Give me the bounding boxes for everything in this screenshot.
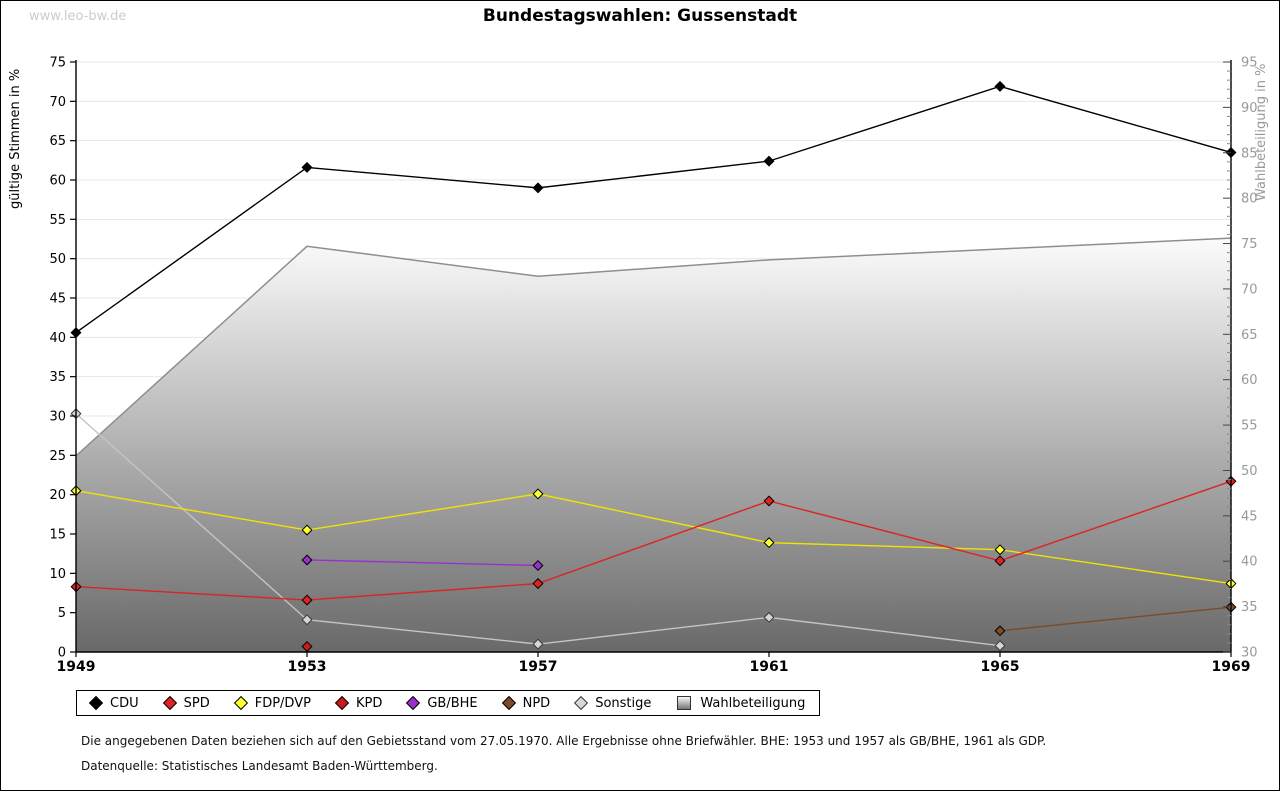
x-tick-label-1969: 1969 — [1212, 659, 1251, 675]
left-tick-label-30: 30 — [49, 410, 66, 425]
point-fdp-dvp-1961 — [763, 537, 775, 549]
point-cdu-1953 — [301, 161, 313, 173]
chart-legend: CDU SPD FDP/DVP KPD GB/BHE NPD Sonstige Wahlbet… — [76, 690, 821, 716]
left-tick-label-5: 5 — [58, 606, 66, 621]
wahlbeteiligung-swatch-icon — [677, 696, 692, 710]
npd-diamond-icon — [501, 695, 516, 711]
left-axis-title: gültige Stimmen in % — [8, 69, 23, 209]
legend-item-fdp-dvp: FDP/DVP — [233, 695, 311, 711]
gb-bhe-diamond-icon — [406, 695, 421, 711]
legend-label-wahlbeteiligung: Wahlbeteiligung — [700, 695, 806, 711]
point-cdu-1961 — [763, 155, 775, 167]
kpd-diamond-icon — [334, 695, 350, 711]
fdp-dvp-diamond-icon — [233, 695, 248, 711]
area-edge-wahlbeteiligung — [75, 237, 1232, 457]
spd-diamond-icon — [162, 695, 177, 711]
line-fdp-dvp — [75, 490, 1232, 585]
left-tick-label-75: 75 — [49, 56, 66, 71]
left-tick-label-10: 10 — [49, 567, 66, 582]
left-tick-label-70: 70 — [49, 95, 66, 110]
point-fdp-dvp-1965 — [994, 544, 1006, 556]
right-tick-label-85: 85 — [1241, 146, 1258, 161]
point-sonstige-1965 — [994, 640, 1006, 652]
legend-item-wahlbeteiligung: Wahlbeteiligung — [677, 696, 805, 711]
left-tick-label-25: 25 — [49, 449, 66, 464]
point-fdp-dvp-1953 — [301, 524, 313, 536]
right-tick-label-90: 90 — [1241, 101, 1258, 116]
left-tick-label-15: 15 — [49, 528, 66, 543]
page-title: Bundestagswahlen: Gussenstadt — [482, 6, 798, 26]
left-tick-label-35: 35 — [49, 370, 66, 385]
point-npd-1965 — [994, 625, 1006, 637]
x-tick-label-1961: 1961 — [750, 659, 789, 675]
right-tick-label-30: 30 — [1241, 646, 1258, 661]
point-cdu-1957 — [532, 182, 544, 194]
x-tick-label-1957: 1957 — [519, 659, 558, 675]
legend-label-npd: NPD — [522, 695, 551, 711]
legend-label-gb-bhe: GB/BHE — [427, 695, 478, 711]
legend-item-cdu: CDU — [88, 695, 139, 711]
left-tick-label-65: 65 — [49, 134, 66, 149]
cdu-diamond-icon — [88, 695, 104, 711]
right-tick-label-65: 65 — [1241, 328, 1258, 343]
point-gb-bhe-1957 — [532, 559, 544, 571]
right-tick-label-45: 45 — [1241, 509, 1258, 524]
right-tick-label-75: 75 — [1241, 237, 1258, 252]
left-tick-label-40: 40 — [49, 331, 66, 346]
x-tick-label-1965: 1965 — [981, 659, 1020, 675]
right-tick-label-70: 70 — [1241, 282, 1258, 297]
legend-item-kpd: KPD — [334, 695, 383, 711]
election-chart-svg: 0 5 10 15 20 25 30 35 40 45 50 55 60 65 70 75 30 35 40 45 50… — [8, 56, 1269, 676]
line-npd — [999, 606, 1232, 632]
point-sonstige-1961 — [763, 611, 775, 623]
right-axis-title: Wahlbeteiligung in % — [1254, 64, 1269, 201]
left-tick-label-55: 55 — [49, 213, 66, 228]
left-tick-label-60: 60 — [49, 174, 66, 189]
line-gb-bhe — [306, 559, 539, 567]
left-tick-label-50: 50 — [49, 252, 66, 267]
point-cdu-1965 — [994, 80, 1006, 92]
right-tick-label-60: 60 — [1241, 373, 1258, 388]
point-spd-1953 — [301, 594, 313, 606]
point-fdp-dvp-1957 — [532, 488, 544, 500]
point-spd-1961 — [763, 495, 775, 507]
point-gb-bhe-1953 — [301, 554, 313, 566]
legend-label-kpd: KPD — [355, 695, 383, 711]
sonstige-diamond-icon — [574, 695, 589, 711]
left-tick-label-0: 0 — [58, 646, 66, 661]
legend-label-sonstige: Sonstige — [595, 695, 652, 711]
footnote-datenquelle: Datenquelle: Statistisches Landesamt Bad… — [81, 759, 438, 773]
legend-item-spd: SPD — [162, 695, 210, 711]
area-wahlbeteiligung — [76, 238, 1231, 653]
x-tick-label-1953: 1953 — [288, 659, 327, 675]
right-tick-label-95: 95 — [1241, 56, 1258, 71]
legend-item-sonstige: Sonstige — [574, 695, 652, 711]
point-sonstige-1953 — [301, 614, 313, 626]
right-tick-label-50: 50 — [1241, 464, 1258, 479]
legend-label-fdp-dvp: FDP/DVP — [254, 695, 311, 711]
footnote-gebietsstand: Die angegebenen Daten beziehen sich auf … — [81, 734, 1047, 748]
legend-label-spd: SPD — [183, 695, 210, 711]
right-tick-label-40: 40 — [1241, 555, 1258, 570]
line-spd — [75, 480, 1232, 601]
legend-item-gb-bhe: GB/BHE — [406, 695, 478, 711]
point-sonstige-1957 — [532, 638, 544, 650]
site-watermark: www.leo-bw.de — [29, 9, 127, 24]
legend-label-cdu: CDU — [110, 695, 139, 711]
right-tick-label-55: 55 — [1241, 419, 1258, 434]
legend-item-npd: NPD — [501, 695, 551, 711]
x-tick-label-1949: 1949 — [57, 659, 96, 675]
right-tick-label-80: 80 — [1241, 192, 1258, 207]
point-spd-1957 — [532, 578, 544, 590]
right-tick-label-35: 35 — [1241, 600, 1258, 615]
left-tick-label-45: 45 — [49, 292, 66, 307]
left-tick-label-20: 20 — [49, 488, 66, 503]
line-cdu — [75, 85, 1232, 334]
point-spd-1965 — [994, 555, 1006, 567]
